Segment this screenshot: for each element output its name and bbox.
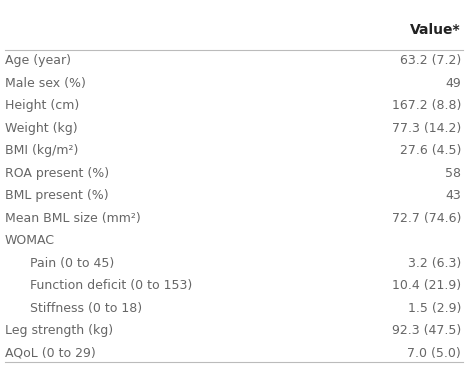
Text: Height (cm): Height (cm) xyxy=(5,99,79,112)
Text: 1.5 (2.9): 1.5 (2.9) xyxy=(408,302,461,315)
Text: Leg strength (kg): Leg strength (kg) xyxy=(5,324,113,337)
Text: Male sex (%): Male sex (%) xyxy=(5,77,86,90)
Text: Function deficit (0 to 153): Function deficit (0 to 153) xyxy=(30,279,193,292)
Text: 72.7 (74.6): 72.7 (74.6) xyxy=(392,212,461,225)
Text: Value*: Value* xyxy=(410,23,461,38)
Text: Stiffness (0 to 18): Stiffness (0 to 18) xyxy=(30,302,143,315)
Text: 92.3 (47.5): 92.3 (47.5) xyxy=(392,324,461,337)
Text: 58: 58 xyxy=(445,167,461,180)
Text: ROA present (%): ROA present (%) xyxy=(5,167,109,180)
Text: Mean BML size (mm²): Mean BML size (mm²) xyxy=(5,212,140,225)
Text: 3.2 (6.3): 3.2 (6.3) xyxy=(408,257,461,270)
Text: 10.4 (21.9): 10.4 (21.9) xyxy=(392,279,461,292)
Text: 7.0 (5.0): 7.0 (5.0) xyxy=(407,347,461,360)
Text: 27.6 (4.5): 27.6 (4.5) xyxy=(400,144,461,157)
Text: 49: 49 xyxy=(445,77,461,90)
Text: Pain (0 to 45): Pain (0 to 45) xyxy=(30,257,115,270)
Text: WOMAC: WOMAC xyxy=(5,234,55,247)
Text: 63.2 (7.2): 63.2 (7.2) xyxy=(400,54,461,67)
Text: 77.3 (14.2): 77.3 (14.2) xyxy=(392,122,461,135)
Text: Weight (kg): Weight (kg) xyxy=(5,122,77,135)
Text: Age (year): Age (year) xyxy=(5,54,71,67)
Text: 167.2 (8.8): 167.2 (8.8) xyxy=(392,99,461,112)
Text: BMI (kg/m²): BMI (kg/m²) xyxy=(5,144,78,157)
Text: AQoL (0 to 29): AQoL (0 to 29) xyxy=(5,347,95,360)
Text: 43: 43 xyxy=(445,189,461,202)
Text: BML present (%): BML present (%) xyxy=(5,189,108,202)
